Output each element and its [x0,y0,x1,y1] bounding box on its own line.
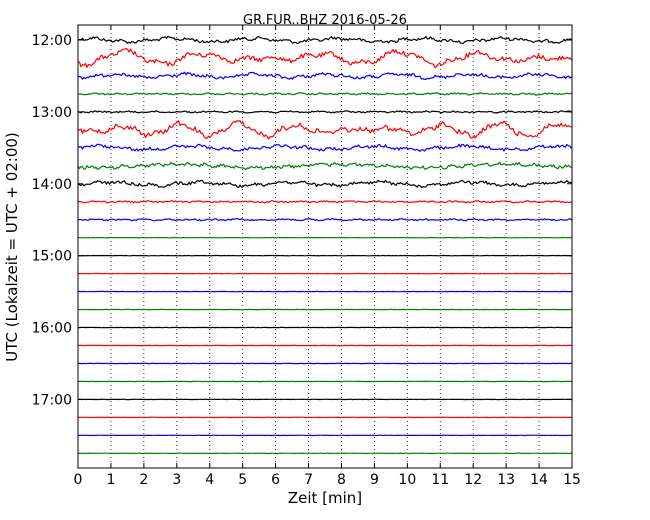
x-tick-label: 1 [106,472,115,488]
trace-lines [77,35,573,455]
trace-line [77,161,572,171]
trace-line [77,35,572,45]
y-tick-label: 14:00 [32,177,72,193]
y-tick-label: 17:00 [32,392,72,408]
plot-frame [77,24,573,469]
trace-line [77,218,572,222]
x-tick-label: 11 [431,472,449,488]
y-tick-label: 15:00 [32,249,72,265]
trace-line [77,47,573,69]
y-tick-label: 12:00 [32,33,72,49]
x-axis-label: Zeit [min] [288,489,362,507]
y-tick-label: 16:00 [32,321,72,337]
trace-line [77,71,572,81]
trace-line [77,179,572,188]
x-tick-label: 0 [74,472,83,488]
x-tick-label: 13 [497,472,515,488]
axis-ticks: 0 1 2 3 4 5 6 7 8 9 10 11 12 13 14 1512:0013:0014:0015:… [32,25,581,488]
trace-line [77,143,572,152]
x-tick-label: 2 [139,472,148,488]
x-tick-label: 12 [464,472,482,488]
x-tick-label: 10 [398,472,416,488]
x-tick-label: 3 [172,472,181,488]
trace-line [77,92,572,96]
x-tick-label: 15 [563,472,581,488]
x-tick-label: 8 [337,472,346,488]
y-tick-label: 13:00 [32,105,72,121]
trace-line [77,119,572,140]
trace-line [77,110,572,114]
x-tick-label: 5 [238,472,247,488]
x-tick-label: 7 [304,472,313,488]
trace-line [77,200,572,204]
x-tick-label: 9 [370,472,379,488]
y-axis-label: UTC (Lokalzeit = UTC + 02:00) [3,132,21,362]
x-tick-label: 14 [530,472,548,488]
x-tick-label: 6 [271,472,280,488]
chart-title: GR.FUR..BHZ 2016-05-26 [243,13,407,28]
x-tick-label: 4 [205,472,214,488]
